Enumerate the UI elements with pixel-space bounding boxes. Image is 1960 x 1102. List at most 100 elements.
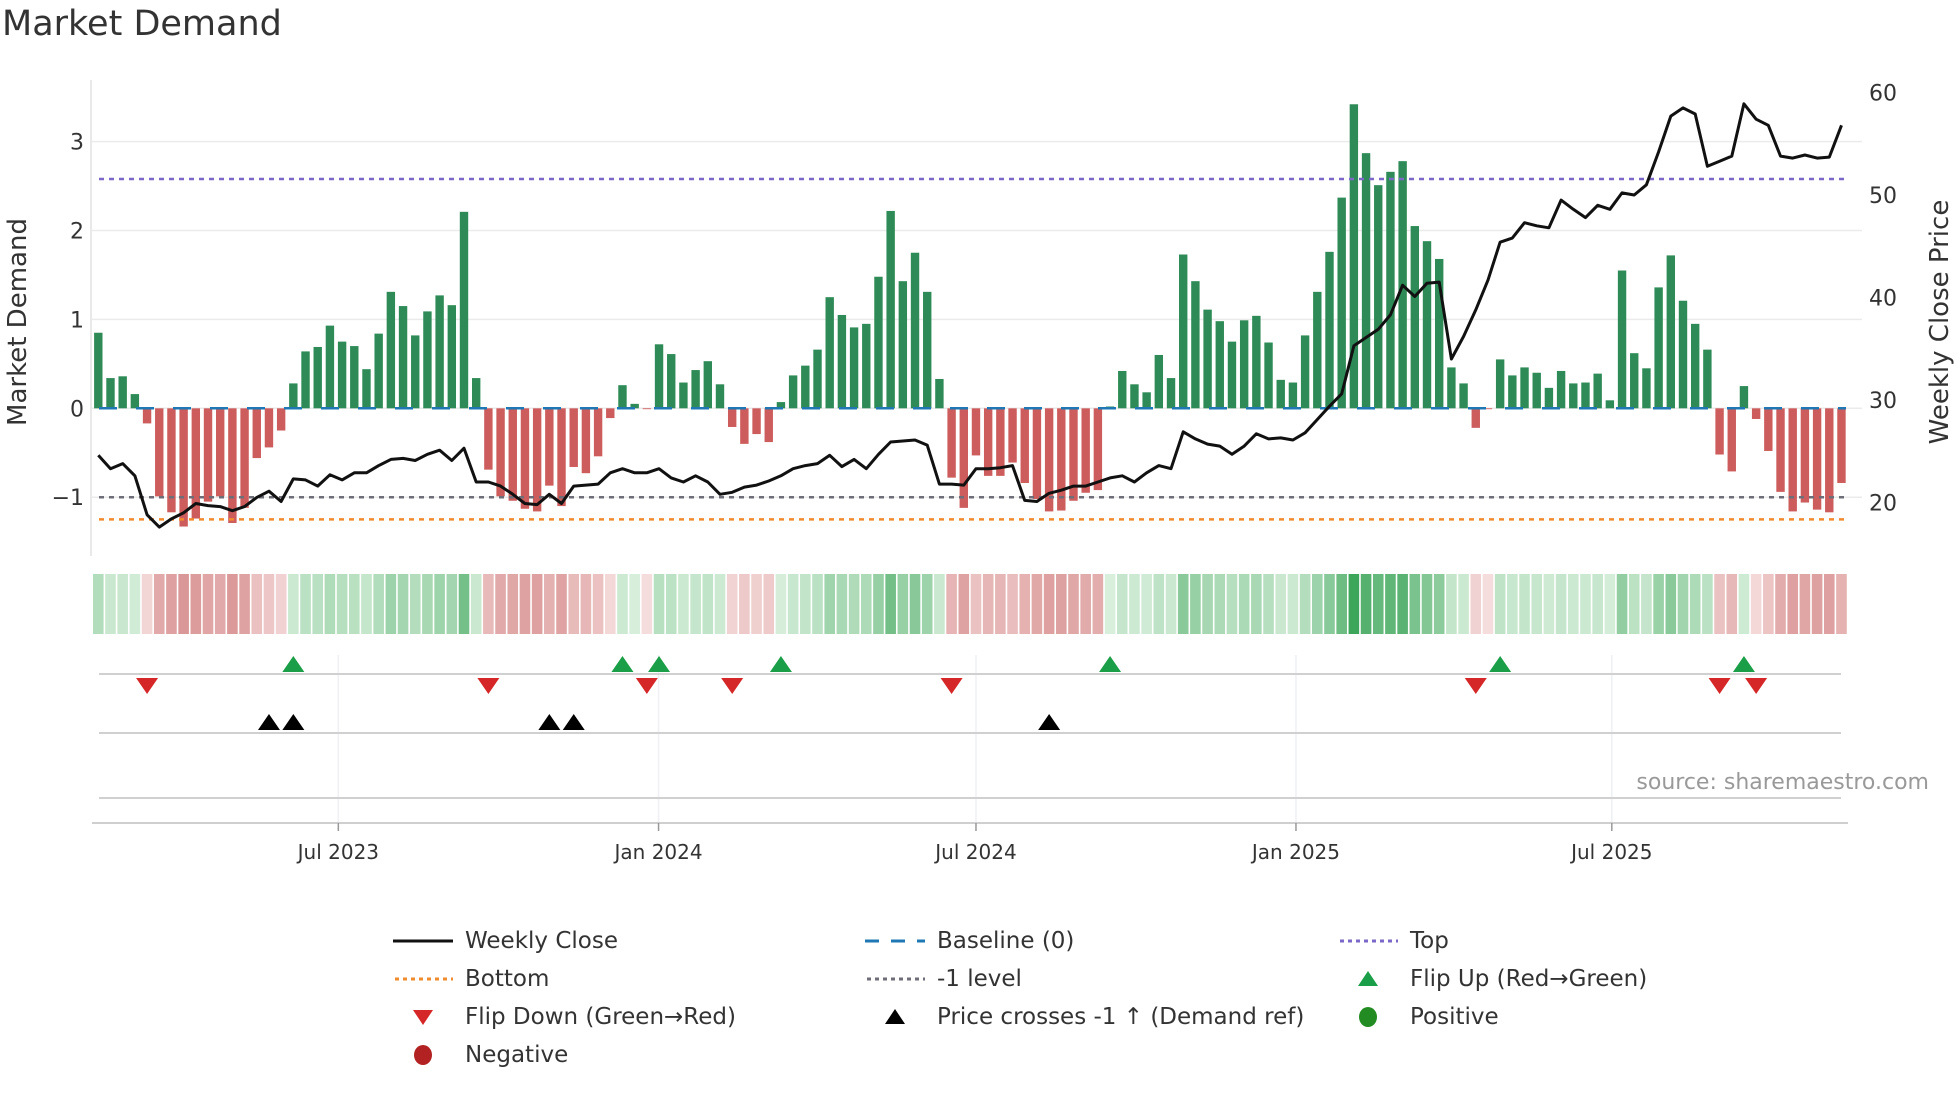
heatmap-cell <box>1348 574 1360 634</box>
demand-bar-positive <box>1447 367 1456 409</box>
demand-bar-positive <box>411 335 420 409</box>
demand-bar-negative <box>1008 408 1017 463</box>
demand-bar-positive <box>350 346 359 409</box>
heatmap-cell <box>1238 574 1250 634</box>
y2-tick-label: 60 <box>1869 82 1897 107</box>
y2-tick-label: 40 <box>1869 287 1897 312</box>
demand-bar-positive <box>374 333 383 409</box>
demand-bar-negative <box>276 408 286 431</box>
heatmap-cell <box>1409 574 1421 634</box>
heatmap-cell <box>507 574 519 634</box>
demand-bar-negative <box>532 408 542 512</box>
heatmap-cell <box>1653 574 1664 634</box>
heatmap-cell <box>1141 574 1152 634</box>
demand-bar-negative <box>1751 408 1761 419</box>
heatmap-cell <box>117 574 128 634</box>
demand-bar-positive <box>118 376 127 409</box>
heatmap-cell <box>1519 574 1530 634</box>
demand-bar-negative <box>1483 408 1493 410</box>
heatmap-cell <box>1019 574 1031 634</box>
flip-down-marker <box>1464 678 1487 694</box>
x-tick-label: Jul 2023 <box>296 840 379 864</box>
heatmap-cell <box>1153 574 1165 634</box>
heatmap-cell <box>227 574 238 634</box>
demand-bar-negative <box>996 408 1005 476</box>
demand-bar-negative <box>508 408 517 501</box>
demand-bar-positive <box>898 281 908 409</box>
demand-bar-negative <box>240 408 249 508</box>
demand-bar-positive <box>1739 386 1749 409</box>
demand-bar-positive <box>337 341 347 409</box>
demand-bar-negative <box>1825 408 1834 513</box>
demand-bar-positive <box>691 370 700 409</box>
demand-bar-negative <box>740 408 749 444</box>
demand-bar-positive <box>1703 349 1712 409</box>
heatmap-cell <box>1263 574 1274 634</box>
demand-bar-negative <box>155 408 164 497</box>
demand-bar-negative <box>142 408 152 424</box>
heatmap-cell <box>1836 574 1847 634</box>
heatmap-cell <box>1580 574 1591 634</box>
demand-bar-positive <box>1544 387 1554 409</box>
demand-bar-positive <box>459 211 469 409</box>
heatmap-cell <box>1226 574 1238 634</box>
demand-bar-positive <box>1654 287 1663 409</box>
demand-bar-positive <box>1130 384 1139 409</box>
y2-tick-label: 50 <box>1869 184 1897 209</box>
demand-bar-positive <box>715 384 725 409</box>
flip-down-marker <box>940 678 963 694</box>
demand-bar-positive <box>813 349 822 409</box>
demand-bar-positive <box>362 369 371 409</box>
heatmap-cell <box>1616 574 1628 634</box>
heatmap-cell <box>1531 574 1543 634</box>
demand-bar-negative <box>264 408 274 448</box>
heatmap-cell <box>1507 574 1518 634</box>
demand-bar-positive <box>1264 342 1273 409</box>
heatmap-cell <box>1287 574 1299 634</box>
price-cross-marker <box>282 714 305 730</box>
heatmap-cell <box>446 574 458 634</box>
demand-bar-positive <box>1374 185 1383 409</box>
demand-bar-negative <box>520 408 530 509</box>
heatmap-cell <box>909 574 921 634</box>
demand-bar-negative <box>252 408 261 459</box>
demand-bar-negative <box>1715 408 1724 455</box>
heatmap-cell <box>190 574 202 634</box>
heatmap-cell <box>470 574 482 634</box>
heatmap-cell <box>604 574 616 634</box>
heatmap-cell <box>653 574 665 634</box>
flip-down-marker <box>1745 678 1768 694</box>
x-tick-label: Jul 2025 <box>1569 840 1652 864</box>
demand-bar-positive <box>923 291 932 409</box>
heatmap-cell <box>1190 574 1201 634</box>
heatmap-cell <box>592 574 604 634</box>
demand-bar-positive <box>1386 171 1395 409</box>
heatmap-cell <box>495 574 506 634</box>
demand-bar-positive <box>1569 383 1578 409</box>
heatmap-cell <box>982 574 994 634</box>
heatmap-cell <box>739 574 750 634</box>
heatmap-cell <box>1677 574 1689 634</box>
heatmap-cell <box>1214 574 1226 634</box>
demand-bar-positive <box>1630 353 1639 409</box>
demand-bar-positive <box>1435 258 1444 409</box>
demand-bar-positive <box>1239 320 1249 409</box>
heatmap-cell <box>1494 574 1506 634</box>
heatmap-cell <box>678 574 689 634</box>
price-cross-marker <box>257 714 280 730</box>
y-tick-label: 2 <box>70 220 84 245</box>
flip-down-marker <box>136 678 159 694</box>
demand-bar-positive <box>301 351 310 409</box>
heatmap-cell <box>1482 574 1494 634</box>
heatmap-cell <box>1312 574 1323 634</box>
demand-bar-negative <box>983 408 993 476</box>
heatmap-cell <box>251 574 263 634</box>
demand-bar-positive <box>910 252 920 409</box>
heatmap-cell <box>105 574 116 634</box>
demand-bar-positive <box>935 378 944 409</box>
heatmap-cell <box>214 574 226 634</box>
heatmap-cell <box>1689 574 1701 634</box>
demand-bar-positive <box>618 385 627 409</box>
heatmap-cell <box>1799 574 1811 634</box>
heatmap-cell <box>312 574 324 634</box>
